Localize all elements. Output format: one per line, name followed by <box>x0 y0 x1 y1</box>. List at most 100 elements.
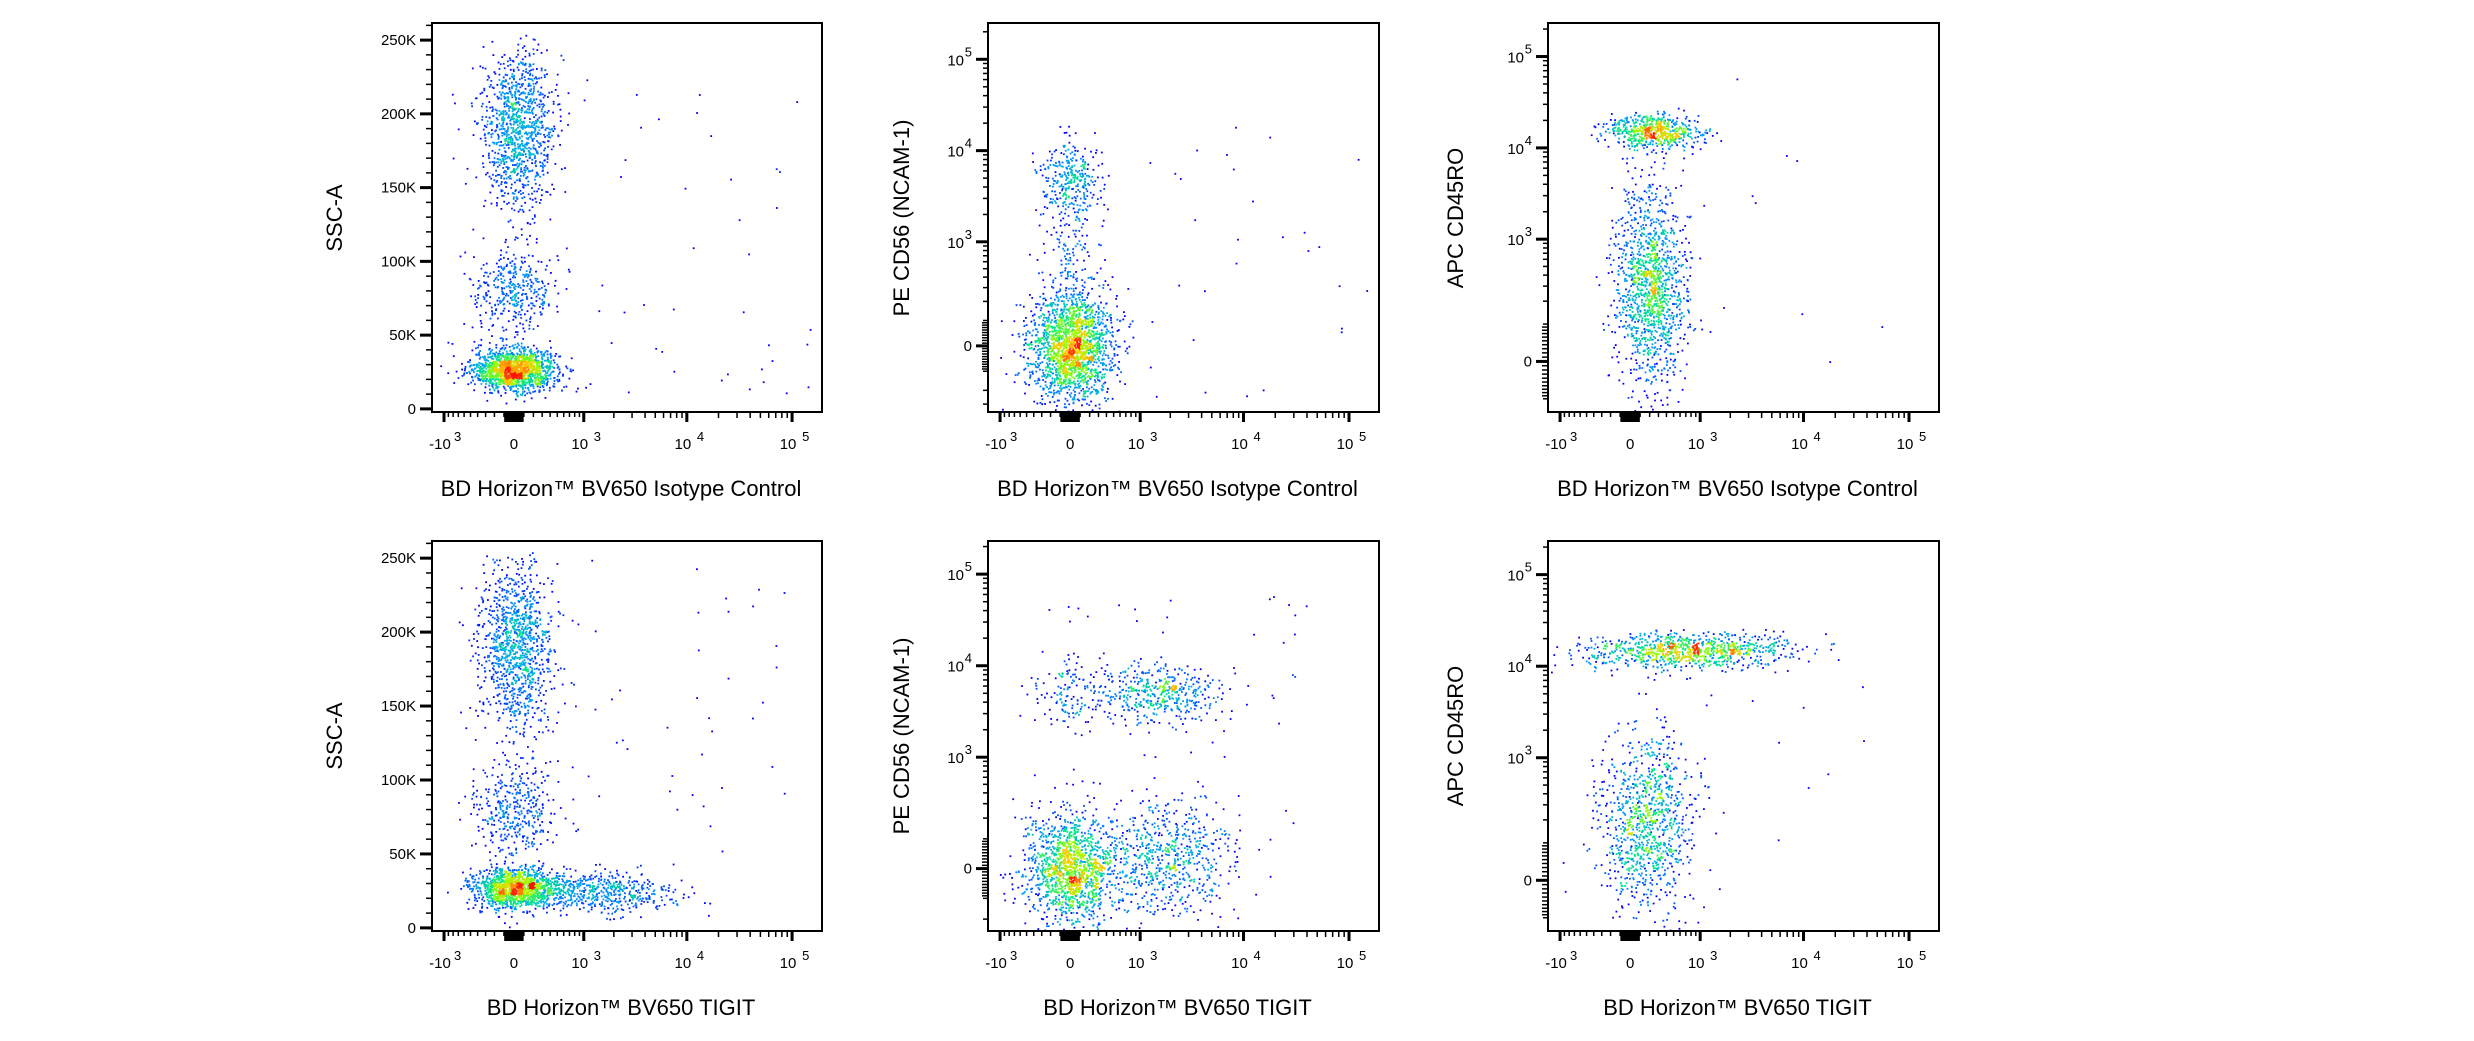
event-dot <box>1051 285 1053 288</box>
event-dot <box>1030 363 1032 365</box>
event-dot <box>527 105 530 107</box>
event-dot <box>1046 374 1049 377</box>
event-dot <box>519 118 522 121</box>
event-dot <box>543 382 546 385</box>
event-dot <box>533 351 536 354</box>
event-dot <box>1101 332 1103 334</box>
event-dot <box>1081 333 1084 336</box>
event-dot <box>463 373 465 376</box>
event-dot <box>1046 386 1048 388</box>
event-dot <box>1095 342 1098 345</box>
event-dot <box>1108 340 1111 343</box>
event-dot <box>1077 349 1080 352</box>
event-dot <box>543 149 545 152</box>
event-dot <box>535 151 538 154</box>
event-dot <box>540 313 543 316</box>
event-dot <box>500 265 502 268</box>
event-dot <box>494 151 497 154</box>
event-dot <box>502 84 505 87</box>
event-dot <box>1113 347 1116 350</box>
event-dot <box>495 382 498 385</box>
event-dot <box>477 294 480 296</box>
event-dot <box>1107 284 1109 286</box>
event-dot <box>1056 374 1059 376</box>
event-dot <box>1051 325 1054 328</box>
event-dot <box>1097 375 1100 378</box>
event-dot <box>1057 361 1059 363</box>
event-dot <box>533 355 535 357</box>
event-dot <box>1097 342 1100 345</box>
event-dot <box>517 133 520 136</box>
event-dot <box>1002 408 1004 411</box>
event-dot <box>1075 300 1078 303</box>
event-dot <box>509 286 512 289</box>
event-dot <box>696 112 698 114</box>
event-dot <box>1042 292 1045 295</box>
event-dot <box>501 364 503 367</box>
event-dot <box>518 363 521 366</box>
event-dot <box>534 160 537 162</box>
event-dot <box>516 376 519 378</box>
event-dot <box>477 377 479 379</box>
event-dot <box>520 205 523 207</box>
event-dot <box>500 141 502 143</box>
event-dot <box>494 278 497 280</box>
event-dot <box>508 383 510 386</box>
event-dot <box>1089 349 1092 352</box>
event-dot <box>1039 368 1041 371</box>
event-dot <box>520 353 523 356</box>
event-dot <box>531 110 533 112</box>
event-dot <box>1066 391 1069 394</box>
event-dot <box>543 159 546 162</box>
event-dot <box>1103 325 1106 328</box>
event-dot <box>684 187 687 190</box>
event-dot <box>504 380 507 382</box>
event-dot <box>1055 345 1058 348</box>
event-dot <box>518 115 520 118</box>
event-dot <box>488 366 491 368</box>
event-dot <box>1085 348 1087 351</box>
event-dot <box>505 177 508 180</box>
event-dot <box>560 129 563 132</box>
event-dot <box>526 96 528 98</box>
event-dot <box>540 375 542 378</box>
event-dot <box>1045 337 1047 340</box>
event-dot <box>538 391 541 393</box>
event-dot <box>1085 356 1087 358</box>
event-dot <box>1086 294 1089 296</box>
event-dot <box>1065 297 1068 300</box>
event-dot <box>1011 334 1014 336</box>
event-dot <box>1076 328 1079 331</box>
event-dot <box>516 304 519 306</box>
event-dot <box>526 108 529 111</box>
event-dot <box>515 299 517 302</box>
event-dot <box>1090 386 1093 389</box>
event-dot <box>468 361 471 364</box>
event-dot <box>1074 394 1076 396</box>
event-dot <box>525 126 528 128</box>
event-dot <box>1095 337 1098 340</box>
event-dot <box>1049 367 1052 370</box>
event-dot <box>507 355 509 357</box>
event-dot <box>1116 318 1119 321</box>
event-dot <box>512 118 515 121</box>
event-dot <box>1071 353 1073 356</box>
event-dot <box>1096 348 1098 350</box>
event-dot <box>1058 337 1060 339</box>
event-dot <box>518 94 521 96</box>
event-dot <box>533 190 536 193</box>
event-dot <box>1091 409 1094 412</box>
event-dot <box>567 124 569 126</box>
event-dot <box>504 347 507 349</box>
event-dot <box>516 342 519 345</box>
event-dot <box>1095 332 1098 335</box>
event-dot <box>503 103 506 105</box>
event-dot <box>533 305 536 307</box>
event-dot <box>483 134 486 137</box>
event-dot <box>1069 345 1072 348</box>
event-dot <box>524 371 527 374</box>
event-dot <box>1042 388 1045 391</box>
event-dot <box>523 353 526 356</box>
event-dot <box>1082 348 1085 351</box>
